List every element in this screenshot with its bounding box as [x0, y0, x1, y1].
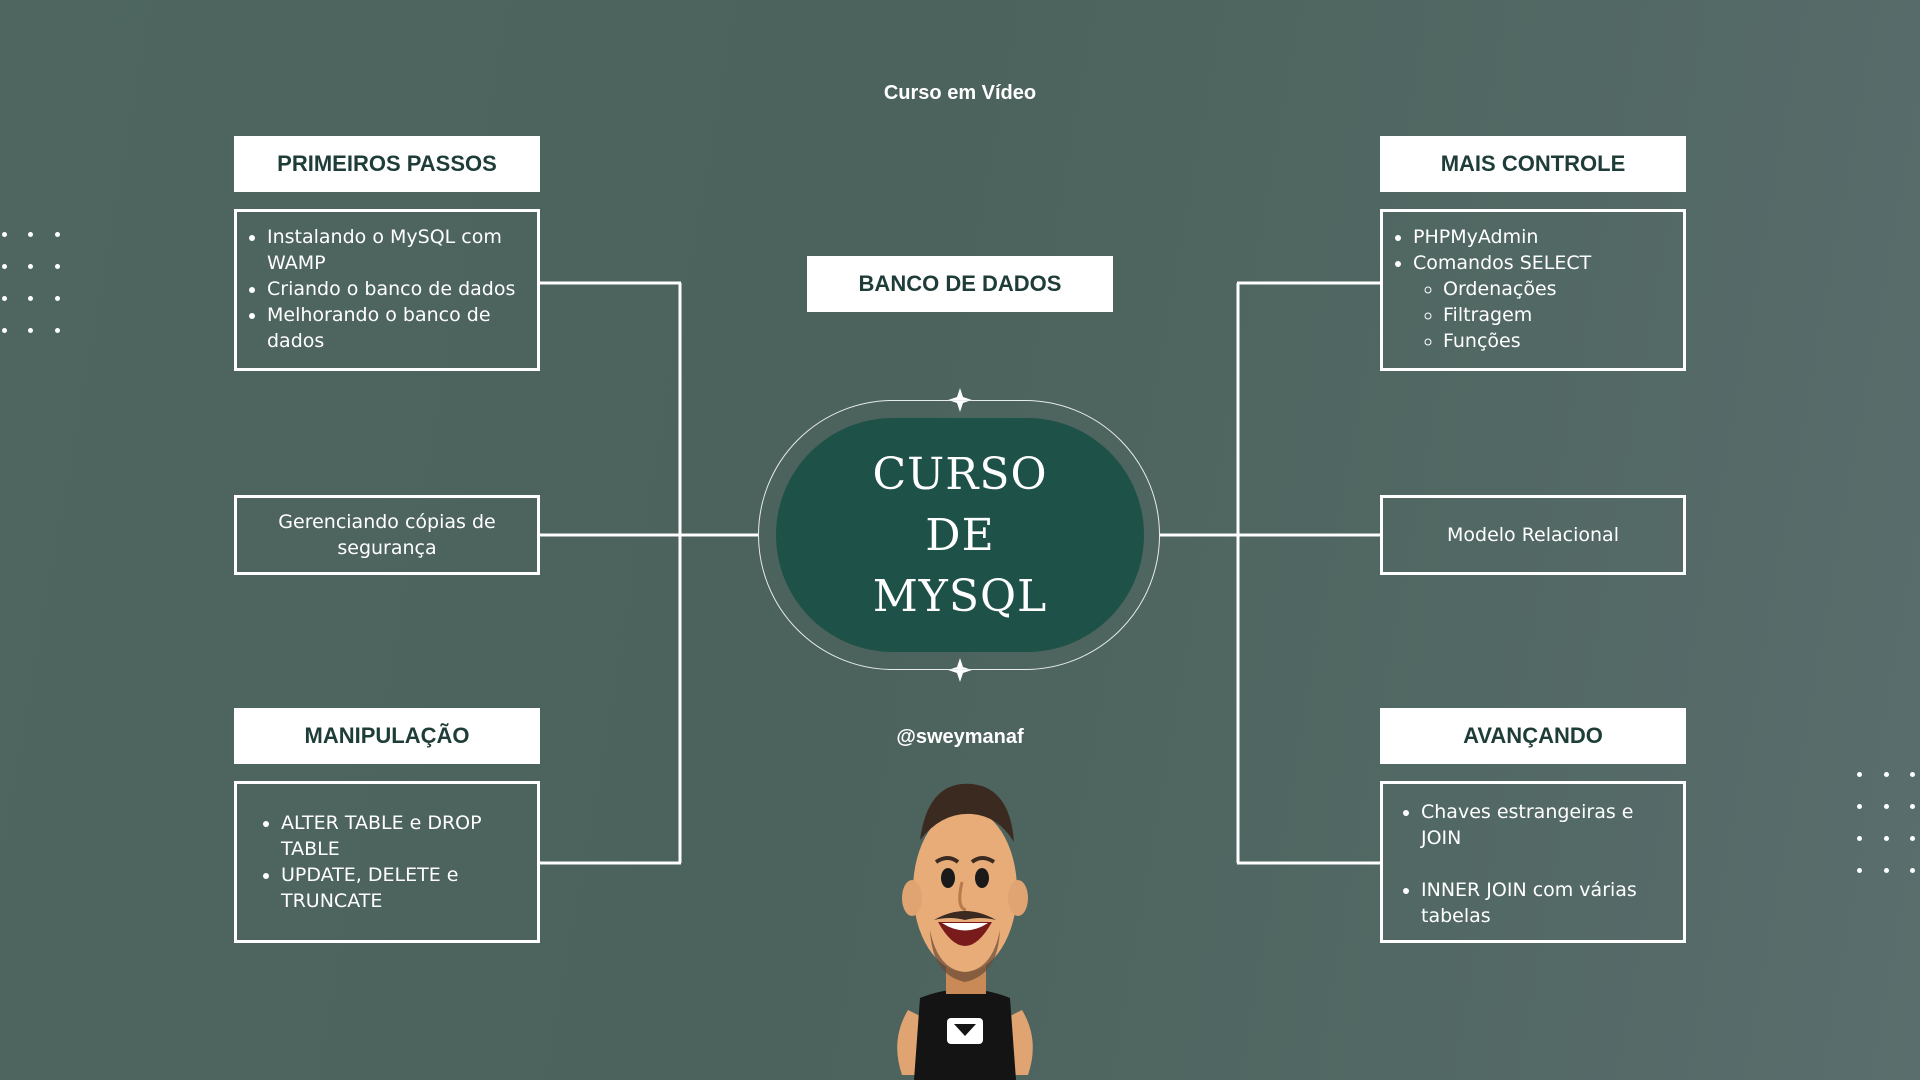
- modelo-relacional-text: Modelo Relacional: [1447, 524, 1619, 546]
- avancando-box: Chaves estrangeiras e JOIN INNER JOIN co…: [1380, 781, 1686, 943]
- list-item-label: Comandos SELECT: [1413, 252, 1592, 274]
- list-item: ALTER TABLE e DROP TABLE: [281, 810, 521, 862]
- avancando-list: Chaves estrangeiras e JOIN INNER JOIN co…: [1391, 799, 1667, 929]
- mais-controle-list: PHPMyAdmin Comandos SELECT Ordenações Fi…: [1383, 224, 1671, 354]
- manipulacao-title-box: MANIPULAÇÃO: [234, 708, 540, 764]
- avancando-title: AVANÇANDO: [1463, 723, 1603, 748]
- center-line-1: CURSO: [872, 448, 1048, 500]
- manipulacao-box: ALTER TABLE e DROP TABLE UPDATE, DELETE …: [234, 781, 540, 943]
- brand-label: Curso em Vídeo: [883, 82, 1037, 104]
- center-outer-ring: [758, 400, 1160, 670]
- author-handle: @sweymanaf: [896, 726, 1024, 748]
- list-item: Comandos SELECT Ordenações Filtragem Fun…: [1413, 250, 1671, 354]
- center-line-2: DE: [925, 509, 995, 561]
- primeiros-passos-title-box: PRIMEIROS PASSOS: [234, 136, 540, 192]
- list-item: Criando o banco de dados: [267, 276, 525, 302]
- mais-controle-title: MAIS CONTROLE: [1440, 151, 1626, 176]
- list-item: PHPMyAdmin: [1413, 224, 1671, 250]
- list-item: Instalando o MySQL com WAMP: [267, 224, 525, 276]
- primeiros-passos-box: Instalando o MySQL com WAMP Criando o ba…: [234, 209, 540, 371]
- sub-list-item: Ordenações: [1443, 276, 1671, 302]
- sub-list-item: Funções: [1443, 328, 1671, 354]
- list-item: Melhorando o banco de dados: [267, 302, 525, 354]
- sub-list-item: Filtragem: [1443, 302, 1671, 328]
- mais-controle-title-box: MAIS CONTROLE: [1380, 136, 1686, 192]
- manipulacao-title: MANIPULAÇÃO: [304, 723, 470, 748]
- avancando-title-box: AVANÇANDO: [1380, 708, 1686, 764]
- top-label: BANCO DE DADOS: [858, 271, 1062, 296]
- backup-box: Gerenciando cópias de segurança: [234, 495, 540, 575]
- primeiros-passos-title: PRIMEIROS PASSOS: [277, 151, 497, 176]
- list-item: INNER JOIN com várias tabelas: [1421, 877, 1667, 929]
- center-title: CURSO DE MYSQL: [776, 418, 1144, 652]
- top-label-box: BANCO DE DADOS: [807, 256, 1113, 312]
- center-line-3: MYSQL: [872, 570, 1048, 622]
- modelo-relacional-box: Modelo Relacional: [1380, 495, 1686, 575]
- list-item: Chaves estrangeiras e JOIN: [1421, 799, 1667, 851]
- sparkle-bottom-icon: [948, 658, 972, 682]
- backup-text: Gerenciando cópias de segurança: [278, 511, 496, 559]
- mascot-character: [897, 783, 1033, 1080]
- list-item: UPDATE, DELETE e TRUNCATE: [281, 862, 521, 914]
- mais-controle-box: PHPMyAdmin Comandos SELECT Ordenações Fi…: [1380, 209, 1686, 371]
- manipulacao-list: ALTER TABLE e DROP TABLE UPDATE, DELETE …: [251, 810, 521, 914]
- select-sublist: Ordenações Filtragem Funções: [1413, 276, 1671, 354]
- primeiros-passos-list: Instalando o MySQL com WAMP Criando o ba…: [237, 224, 525, 354]
